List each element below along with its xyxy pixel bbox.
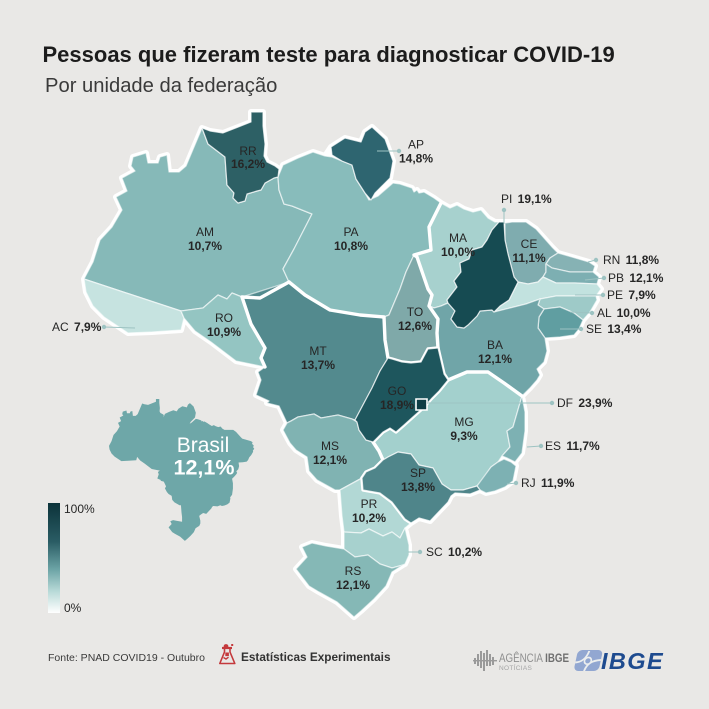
svg-text:PI 19,1%: PI 19,1% xyxy=(501,192,552,206)
svg-text:NOTÍCIAS: NOTÍCIAS xyxy=(499,663,532,672)
svg-text:100%: 100% xyxy=(64,502,95,516)
svg-text:RR: RR xyxy=(239,144,257,158)
svg-text:MS: MS xyxy=(321,439,339,453)
svg-text:10,7%: 10,7% xyxy=(188,239,222,253)
svg-text:Brasil: Brasil xyxy=(177,434,230,457)
svg-text:0%: 0% xyxy=(64,601,82,615)
svg-text:13,7%: 13,7% xyxy=(301,358,335,372)
svg-text:10,0%: 10,0% xyxy=(441,245,475,259)
svg-text:PE 7,9%: PE 7,9% xyxy=(607,288,656,302)
svg-text:RS: RS xyxy=(345,564,362,578)
svg-text:PA: PA xyxy=(343,225,358,239)
svg-text:AP: AP xyxy=(408,138,424,152)
svg-text:PB 12,1%: PB 12,1% xyxy=(608,271,664,285)
svg-text:CE: CE xyxy=(521,237,538,251)
svg-text:12,1%: 12,1% xyxy=(336,578,370,592)
svg-text:SP: SP xyxy=(410,466,426,480)
svg-text:RN 11,8%: RN 11,8% xyxy=(603,253,659,267)
svg-text:AGÊNCIA IBGE: AGÊNCIA IBGE xyxy=(499,651,569,665)
svg-text:14,8%: 14,8% xyxy=(399,152,433,166)
svg-text:RJ 11,9%: RJ 11,9% xyxy=(521,476,575,490)
svg-text:RO: RO xyxy=(215,311,233,325)
svg-text:AM: AM xyxy=(196,225,214,239)
svg-text:MA: MA xyxy=(449,231,467,245)
svg-text:10,8%: 10,8% xyxy=(334,239,368,253)
svg-text:GO: GO xyxy=(388,384,407,398)
svg-text:TO: TO xyxy=(407,305,423,319)
svg-text:12,1%: 12,1% xyxy=(174,456,235,480)
svg-text:MG: MG xyxy=(454,415,473,429)
svg-text:PR: PR xyxy=(361,497,378,511)
svg-text:10,2%: 10,2% xyxy=(352,511,386,525)
svg-text:MT: MT xyxy=(309,344,327,358)
svg-text:SE 13,4%: SE 13,4% xyxy=(586,322,642,336)
svg-text:SC 10,2%: SC 10,2% xyxy=(426,545,482,559)
svg-text:IBGE: IBGE xyxy=(601,648,664,674)
svg-text:DF 23,9%: DF 23,9% xyxy=(557,396,613,410)
svg-text:12,1%: 12,1% xyxy=(313,453,347,467)
svg-text:12,6%: 12,6% xyxy=(398,319,432,333)
svg-text:11,1%: 11,1% xyxy=(512,251,546,265)
svg-text:BA: BA xyxy=(487,338,503,352)
svg-text:10,9%: 10,9% xyxy=(207,325,241,339)
svg-text:16,2%: 16,2% xyxy=(231,157,265,171)
svg-text:18,9%: 18,9% xyxy=(380,398,414,412)
svg-text:13,8%: 13,8% xyxy=(401,480,435,494)
svg-text:AC 7,9%: AC 7,9% xyxy=(52,320,102,334)
svg-text:AL 10,0%: AL 10,0% xyxy=(597,306,651,320)
svg-text:ES 11,7%: ES 11,7% xyxy=(545,439,600,453)
svg-text:12,1%: 12,1% xyxy=(478,352,512,366)
svg-text:9,3%: 9,3% xyxy=(450,429,478,443)
